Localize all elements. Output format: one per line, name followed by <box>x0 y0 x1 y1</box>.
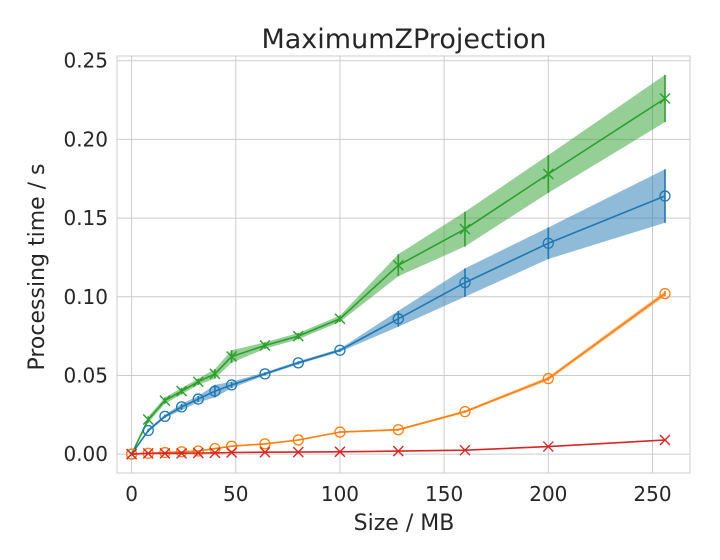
y-tick-label: 0.00 <box>63 442 108 466</box>
y-tick-label: 0.25 <box>63 49 108 73</box>
data-point <box>259 446 271 458</box>
data-point <box>334 344 346 356</box>
data-point <box>542 441 554 453</box>
data-point <box>459 444 471 456</box>
data-point <box>192 447 204 459</box>
data-point <box>392 424 404 436</box>
y-tick-label: 0.15 <box>63 206 108 230</box>
data-point <box>392 445 404 457</box>
data-point <box>292 434 304 446</box>
data-point <box>176 447 188 459</box>
series-line <box>130 97 666 455</box>
plot-area: 0 50 100 150 200 250 0.00 0.05 0.10 0.15 0.20 0.25 <box>63 49 691 506</box>
data-point <box>292 330 304 342</box>
data-point <box>659 287 671 300</box>
data-point <box>126 448 138 460</box>
data-point <box>209 447 221 459</box>
data-point <box>209 368 221 380</box>
data-point <box>334 446 346 458</box>
y-tick-label: 0.20 <box>63 127 108 151</box>
data-point <box>259 438 271 450</box>
data-point <box>209 385 221 397</box>
series-band <box>131 291 666 455</box>
x-tick-label: 0 <box>125 482 138 506</box>
data-point <box>542 372 554 385</box>
y-tick-label: 0.10 <box>63 285 108 309</box>
data-point <box>142 414 154 425</box>
y-axis-label: Processing time / s <box>25 163 50 370</box>
x-tick-label: 250 <box>633 482 671 506</box>
series-line <box>130 195 666 455</box>
chart-title: MaximumZProjection <box>261 24 546 55</box>
data-point <box>392 313 404 325</box>
data-point <box>459 223 471 235</box>
data-point <box>259 340 271 352</box>
x-tick-label: 200 <box>529 482 567 506</box>
data-point <box>334 313 346 325</box>
data-point <box>659 190 671 202</box>
series-line <box>131 439 666 455</box>
data-point <box>292 446 304 458</box>
plot-frame <box>116 55 691 474</box>
data-point <box>542 237 554 249</box>
data-point <box>192 445 204 457</box>
data-point <box>159 410 171 423</box>
data-point <box>142 447 154 459</box>
data-point <box>226 351 238 363</box>
x-tick-label: 100 <box>321 482 359 506</box>
data-point <box>175 446 188 458</box>
data-point <box>192 376 204 388</box>
data-point <box>334 426 346 438</box>
y-tick-label: 0.05 <box>63 363 108 387</box>
x-axis-label: Size / MB <box>354 511 455 536</box>
data-point <box>292 357 304 369</box>
x-tick-label: 50 <box>223 482 248 506</box>
data-point <box>659 92 671 104</box>
data-point <box>459 405 471 418</box>
data-point <box>225 379 238 391</box>
data-point <box>176 385 188 397</box>
data-point <box>192 393 204 405</box>
data-point <box>459 276 471 289</box>
x-tick-label: 150 <box>425 482 463 506</box>
data-point <box>392 259 404 271</box>
data-point <box>226 447 238 459</box>
data-point <box>225 440 238 452</box>
data-point <box>259 368 271 380</box>
data-point <box>659 434 671 446</box>
data-point <box>159 447 171 459</box>
data-point <box>142 424 154 437</box>
data-point <box>159 395 171 407</box>
data-point <box>542 168 554 180</box>
series-line <box>131 292 666 455</box>
data-point <box>175 401 188 413</box>
